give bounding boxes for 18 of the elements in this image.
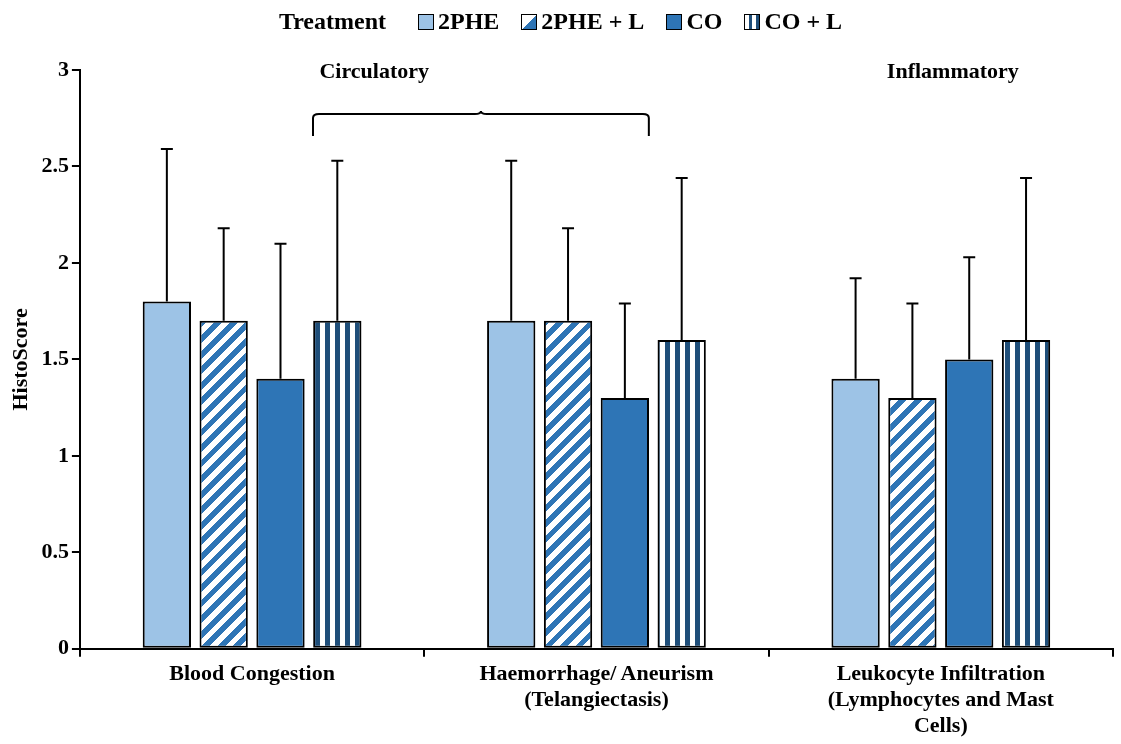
legend-label: 2PHE + L bbox=[541, 8, 645, 35]
legend-label: CO + L bbox=[764, 8, 843, 35]
x-tick-label: Haemorrhage/ Aneurism (Telangiectasis) bbox=[479, 659, 714, 712]
y-tick-label: 2 bbox=[57, 248, 69, 274]
annotation: Circulatory bbox=[319, 57, 430, 83]
legend-label: 2PHE bbox=[438, 8, 500, 35]
y-tick-label: 2.5 bbox=[41, 152, 69, 178]
y-tick-label: 1 bbox=[57, 441, 69, 467]
x-tick-label: Leukocyte Infiltration (Lymphocytes and Mast Cells) bbox=[827, 659, 1055, 738]
y-tick-label: 3 bbox=[57, 55, 69, 81]
y-tick-label: 1.5 bbox=[41, 345, 69, 371]
x-tick-label: Blood Congestion bbox=[169, 659, 335, 685]
y-tick-label: 0 bbox=[57, 634, 69, 660]
y-axis-title: HistoScore bbox=[6, 308, 32, 411]
legend-label: CO bbox=[686, 8, 723, 35]
y-tick-label: 0.5 bbox=[41, 538, 69, 564]
legend-title: Treatment bbox=[278, 8, 386, 35]
annotation: Inflammatory bbox=[886, 57, 1019, 83]
